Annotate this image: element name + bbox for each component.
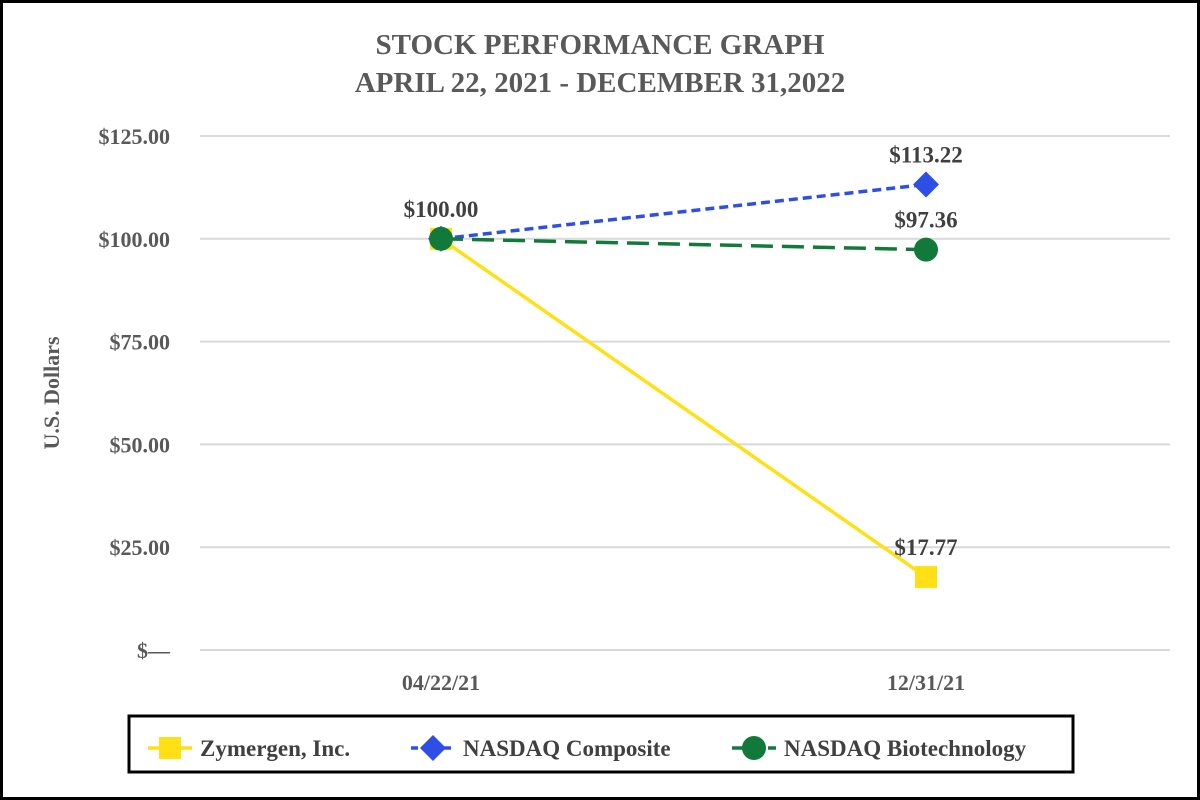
y-tick-label: $75.00 <box>110 330 171 355</box>
data-label: $113.22 <box>889 142 962 167</box>
y-axis-label: U.S. Dollars <box>39 336 64 450</box>
legend-label: Zymergen, Inc. <box>200 736 350 761</box>
legend-label: NASDAQ Composite <box>463 736 671 761</box>
series-line <box>440 182 927 241</box>
data-point-marker <box>915 565 937 588</box>
legend-item: NASDAQ Biotechnology <box>732 736 1027 761</box>
y-tick-label: $125.00 <box>99 124 171 149</box>
legend-marker <box>159 737 181 759</box>
series-line <box>439 237 928 579</box>
series-nasdaq-biotechnology <box>429 226 938 262</box>
legend-marker <box>742 736 766 760</box>
data-point-marker <box>914 237 938 262</box>
legend-marker <box>420 735 446 761</box>
chart-title-line-1: STOCK PERFORMANCE GRAPH <box>376 29 825 61</box>
y-tick-label: $25.00 <box>110 535 171 560</box>
series-line <box>440 237 927 252</box>
data-point-marker <box>913 171 939 198</box>
series-zymergen-inc <box>430 227 937 588</box>
data-label: $17.77 <box>894 535 957 560</box>
legend-label: NASDAQ Biotechnology <box>784 736 1027 761</box>
y-tick-label: $— <box>137 638 171 663</box>
y-tick-label: $50.00 <box>110 432 171 457</box>
x-tick-label: 12/31/21 <box>887 670 965 695</box>
legend-item: Zymergen, Inc. <box>148 736 350 761</box>
legend-item: NASDAQ Composite <box>411 735 671 761</box>
legend-box <box>127 714 1075 774</box>
data-label: $97.36 <box>894 208 957 233</box>
y-tick-label: $100.00 <box>99 227 171 252</box>
data-point-marker <box>429 226 453 251</box>
chart-title-line-2: APRIL 22, 2021 - DECEMBER 31,2022 <box>355 67 846 99</box>
x-tick-label: 04/22/21 <box>402 670 480 695</box>
data-label: $100.00 <box>404 197 479 222</box>
